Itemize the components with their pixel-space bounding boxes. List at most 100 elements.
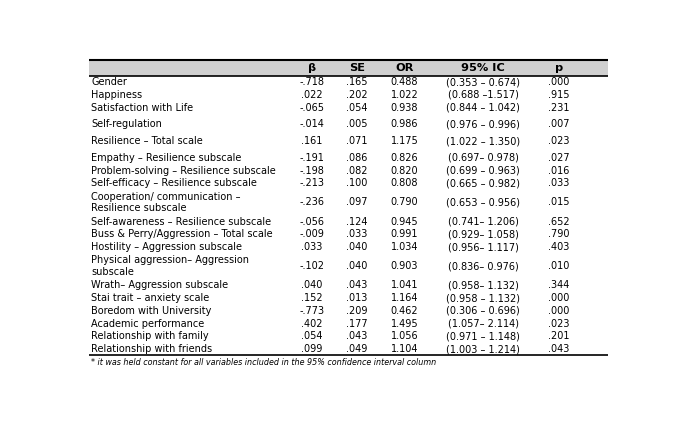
Text: 0.903: 0.903: [391, 261, 418, 271]
Text: .033: .033: [346, 229, 367, 239]
Text: .000: .000: [548, 77, 570, 87]
Text: 1.034: 1.034: [391, 242, 418, 252]
Text: (1.022 – 1.350): (1.022 – 1.350): [446, 136, 520, 146]
Text: .010: .010: [548, 261, 570, 271]
Text: .040: .040: [346, 261, 367, 271]
Text: (0.958 – 1.132): (0.958 – 1.132): [446, 293, 520, 303]
Text: 0.808: 0.808: [391, 178, 418, 188]
Text: 0.991: 0.991: [391, 229, 418, 239]
Text: .124: .124: [346, 217, 367, 227]
Bar: [89, 60, 608, 76]
Text: (1.057– 2.114): (1.057– 2.114): [447, 319, 519, 329]
Text: .049: .049: [346, 344, 367, 354]
Text: .054: .054: [301, 331, 323, 341]
Text: .790: .790: [548, 229, 570, 239]
Text: β: β: [308, 63, 316, 73]
Text: .043: .043: [346, 280, 367, 290]
Text: (0.306 – 0.696): (0.306 – 0.696): [446, 306, 520, 316]
Text: .202: .202: [346, 90, 367, 100]
Text: (0.956– 1.117): (0.956– 1.117): [447, 242, 519, 252]
Text: .165: .165: [346, 77, 367, 87]
Text: 0.790: 0.790: [391, 197, 418, 207]
Text: Problem-solving – Resilience subscale: Problem-solving – Resilience subscale: [91, 166, 276, 175]
Text: .209: .209: [346, 306, 367, 316]
Text: Buss & Perry/Aggression – Total scale: Buss & Perry/Aggression – Total scale: [91, 229, 273, 239]
Text: Empathy – Resilience subscale: Empathy – Resilience subscale: [91, 153, 242, 163]
Text: Physical aggression– Aggression
subscale: Physical aggression– Aggression subscale: [91, 255, 249, 277]
Text: Satisfaction with Life: Satisfaction with Life: [91, 103, 194, 113]
Text: Relationship with friends: Relationship with friends: [91, 344, 213, 354]
Text: Cooperation/ communication –
Resilience subscale: Cooperation/ communication – Resilience …: [91, 192, 240, 213]
Text: Self-awareness – Resilience subscale: Self-awareness – Resilience subscale: [91, 217, 272, 227]
Text: -.014: -.014: [299, 120, 324, 129]
Text: Wrath– Aggression subscale: Wrath– Aggression subscale: [91, 280, 228, 290]
Text: -.065: -.065: [299, 103, 324, 113]
Text: .231: .231: [548, 103, 570, 113]
Text: Self-efficacy – Resilience subscale: Self-efficacy – Resilience subscale: [91, 178, 257, 188]
Text: 1.104: 1.104: [391, 344, 418, 354]
Text: Stai trait – anxiety scale: Stai trait – anxiety scale: [91, 293, 209, 303]
Text: -.191: -.191: [299, 153, 324, 163]
Text: (0.697– 0.978): (0.697– 0.978): [447, 153, 519, 163]
Text: Resilience – Total scale: Resilience – Total scale: [91, 136, 203, 146]
Text: 1.164: 1.164: [391, 293, 418, 303]
Text: .099: .099: [301, 344, 323, 354]
Text: (0.836– 0.976): (0.836– 0.976): [447, 261, 518, 271]
Text: (0.971 – 1.148): (0.971 – 1.148): [446, 331, 520, 341]
Text: (0.353 – 0.674): (0.353 – 0.674): [446, 77, 520, 87]
Text: .016: .016: [548, 166, 570, 175]
Text: .161: .161: [301, 136, 323, 146]
Text: (0.929– 1.058): (0.929– 1.058): [447, 229, 519, 239]
Text: * it was held constant for all variables included in the 95% confidence interval: * it was held constant for all variables…: [91, 358, 436, 367]
Text: -.056: -.056: [299, 217, 324, 227]
Text: .023: .023: [548, 319, 570, 329]
Text: .915: .915: [548, 90, 570, 100]
Text: .402: .402: [301, 319, 323, 329]
Text: (0.844 – 1.042): (0.844 – 1.042): [446, 103, 520, 113]
Text: (0.958– 1.132): (0.958– 1.132): [447, 280, 519, 290]
Text: 0.488: 0.488: [391, 77, 418, 87]
Text: -.102: -.102: [299, 261, 324, 271]
Text: 95% IC: 95% IC: [461, 63, 505, 73]
Text: 1.022: 1.022: [390, 90, 418, 100]
Text: (0.688 –1.517): (0.688 –1.517): [447, 90, 519, 100]
Text: .000: .000: [548, 306, 570, 316]
Text: .086: .086: [346, 153, 367, 163]
Text: -.773: -.773: [299, 306, 324, 316]
Text: (0.741– 1.206): (0.741– 1.206): [447, 217, 519, 227]
Text: Academic performance: Academic performance: [91, 319, 204, 329]
Text: -.009: -.009: [299, 229, 324, 239]
Text: .033: .033: [301, 242, 323, 252]
Text: .033: .033: [548, 178, 570, 188]
Text: .043: .043: [346, 331, 367, 341]
Text: 0.938: 0.938: [391, 103, 418, 113]
Text: .152: .152: [301, 293, 323, 303]
Text: .013: .013: [346, 293, 367, 303]
Text: (0.665 – 0.982): (0.665 – 0.982): [446, 178, 520, 188]
Text: .040: .040: [301, 280, 323, 290]
Text: .097: .097: [346, 197, 367, 207]
Text: Gender: Gender: [91, 77, 127, 87]
Text: 0.820: 0.820: [391, 166, 418, 175]
Text: Hostility – Aggression subscale: Hostility – Aggression subscale: [91, 242, 242, 252]
Text: .344: .344: [548, 280, 570, 290]
Text: .054: .054: [346, 103, 367, 113]
Text: (0.699 – 0.963): (0.699 – 0.963): [446, 166, 520, 175]
Text: .000: .000: [548, 293, 570, 303]
Text: 1.175: 1.175: [390, 136, 418, 146]
Text: SE: SE: [349, 63, 365, 73]
Text: 0.462: 0.462: [391, 306, 418, 316]
Text: OR: OR: [395, 63, 414, 73]
Text: .027: .027: [548, 153, 570, 163]
Text: (1.003 – 1.214): (1.003 – 1.214): [446, 344, 520, 354]
Text: Relationship with family: Relationship with family: [91, 331, 209, 341]
Text: (0.976 – 0.996): (0.976 – 0.996): [446, 120, 520, 129]
Text: .043: .043: [548, 344, 570, 354]
Text: -.236: -.236: [299, 197, 324, 207]
Text: 1.495: 1.495: [391, 319, 418, 329]
Text: .082: .082: [346, 166, 367, 175]
Text: 1.041: 1.041: [391, 280, 418, 290]
Text: .007: .007: [548, 120, 570, 129]
Text: 0.986: 0.986: [391, 120, 418, 129]
Text: (0.653 – 0.956): (0.653 – 0.956): [446, 197, 520, 207]
